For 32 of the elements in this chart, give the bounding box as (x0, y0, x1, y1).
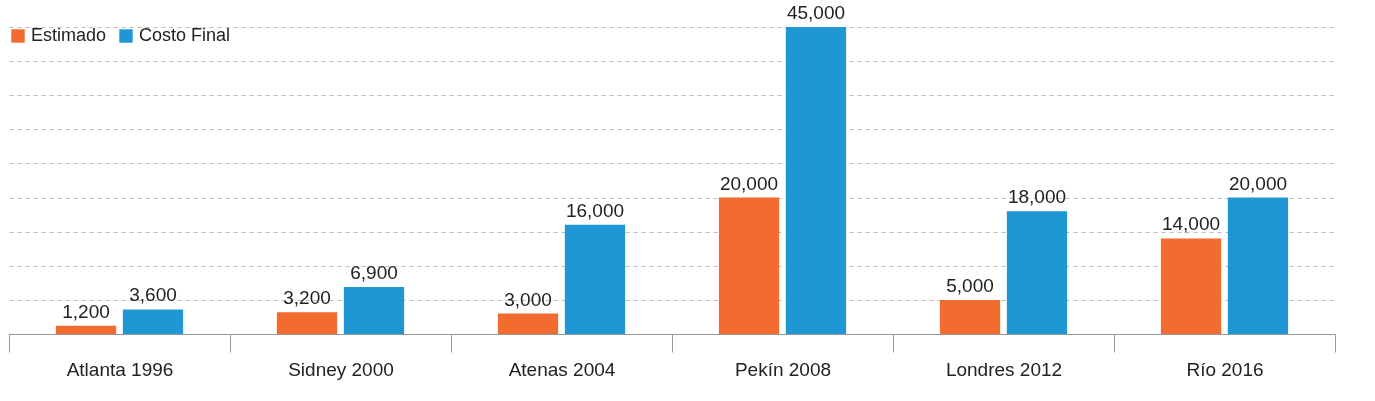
bar (564, 224, 626, 334)
bar (785, 27, 847, 334)
bar (1006, 211, 1068, 334)
bar (122, 309, 184, 334)
bar (939, 299, 1001, 334)
data-label: 18,000 (1007, 186, 1067, 208)
data-label: 14,000 (1161, 213, 1221, 235)
data-label: 3,200 (283, 287, 331, 309)
bar (343, 286, 405, 334)
data-label: 20,000 (719, 172, 779, 194)
data-label: 16,000 (565, 199, 625, 221)
data-label: 3,600 (129, 284, 177, 306)
data-label: 1,200 (62, 300, 110, 322)
bar (1160, 238, 1222, 334)
bar (718, 197, 780, 334)
bar (1227, 197, 1289, 334)
bar (55, 325, 117, 334)
x-tick-label: Pekín 2008 (734, 358, 832, 380)
data-label: 45,000 (786, 2, 846, 23)
data-label: 3,000 (504, 288, 552, 310)
data-label: 5,000 (946, 274, 994, 296)
bar (276, 312, 338, 334)
data-label: 6,900 (350, 261, 398, 283)
x-tick-label: Sidney 2000 (288, 358, 394, 380)
x-tick-label: Río 2016 (1186, 358, 1264, 380)
legend-label: Costo Final (139, 25, 231, 45)
legend-label: Estimado (31, 25, 107, 45)
x-tick-label: Atlanta 1996 (66, 358, 174, 380)
x-tick-label: Londres 2012 (945, 358, 1063, 380)
bar (497, 313, 559, 334)
x-tick-label: Atenas 2004 (508, 358, 616, 380)
data-label: 20,000 (1228, 172, 1288, 194)
